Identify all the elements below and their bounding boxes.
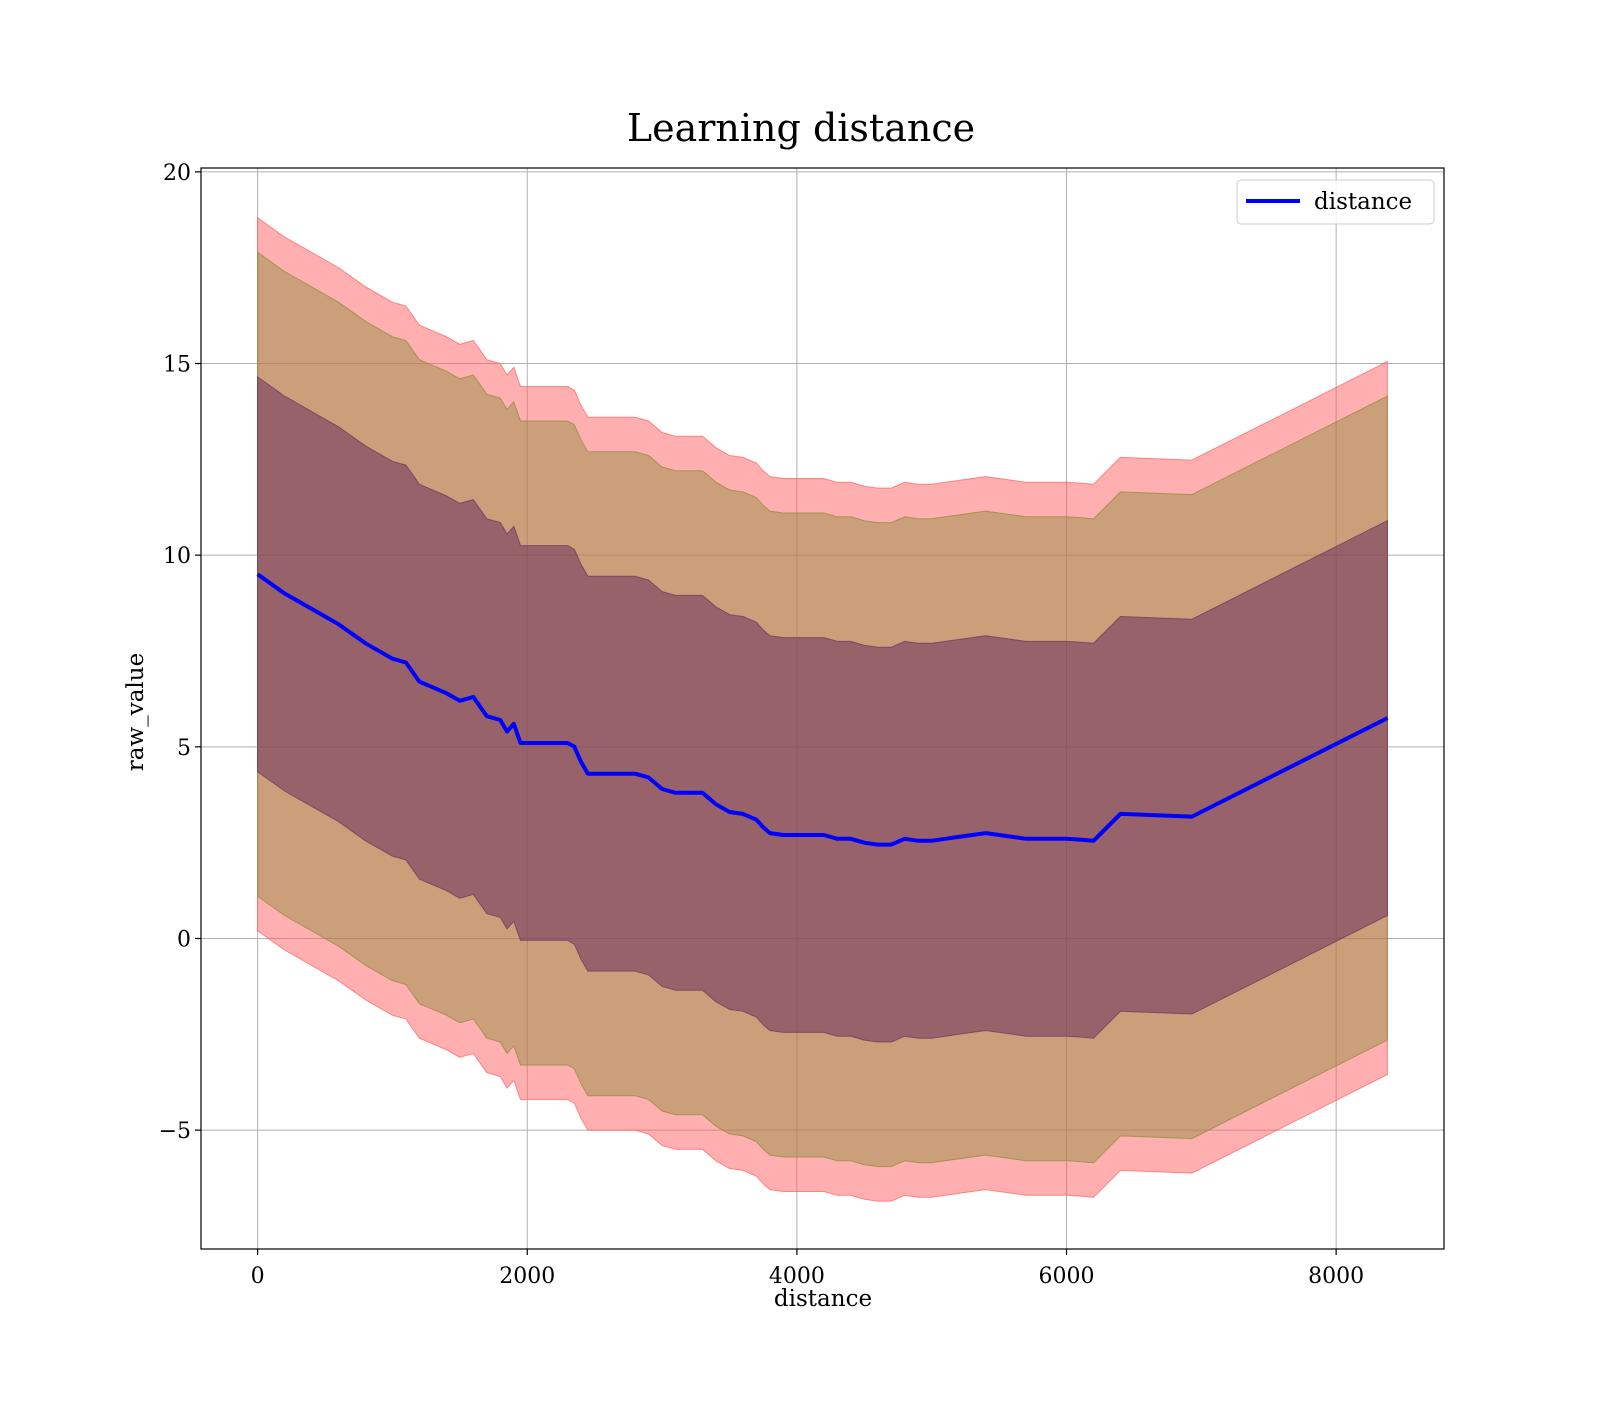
y-tick-label: 10 — [163, 544, 191, 569]
legend-box — [1236, 179, 1435, 225]
y-tick-label: 5 — [177, 736, 191, 761]
y-tick-label: 20 — [163, 161, 191, 186]
y-axis-label: raw_value — [123, 653, 149, 771]
x-tick-label: 8000 — [1308, 1264, 1364, 1289]
series-line-distance — [256, 572, 1389, 847]
x-tick-label: 6000 — [1039, 1264, 1095, 1289]
plot-area-frame — [200, 167, 1445, 1250]
band-area-2 — [257, 375, 1388, 1043]
series-lines — [256, 572, 1389, 847]
legend-label-distance: distance — [1314, 189, 1412, 215]
y-tick-label: −5 — [159, 1119, 191, 1144]
legend: distance — [1236, 179, 1435, 225]
x-axis-label: distance — [774, 1286, 872, 1312]
x-tick-label: 0 — [251, 1264, 265, 1289]
x-tick-label: 2000 — [499, 1264, 555, 1289]
chart-title: Learning distance — [627, 106, 975, 150]
x-tick-label: 4000 — [769, 1264, 825, 1289]
axis-ticks: 0 2000 4000 6000 8000 −5 0 5 10 15 20 — [159, 161, 1365, 1289]
y-tick-label: 0 — [177, 928, 191, 953]
confidence-bands — [257, 216, 1388, 1202]
y-tick-label: 15 — [163, 353, 191, 378]
